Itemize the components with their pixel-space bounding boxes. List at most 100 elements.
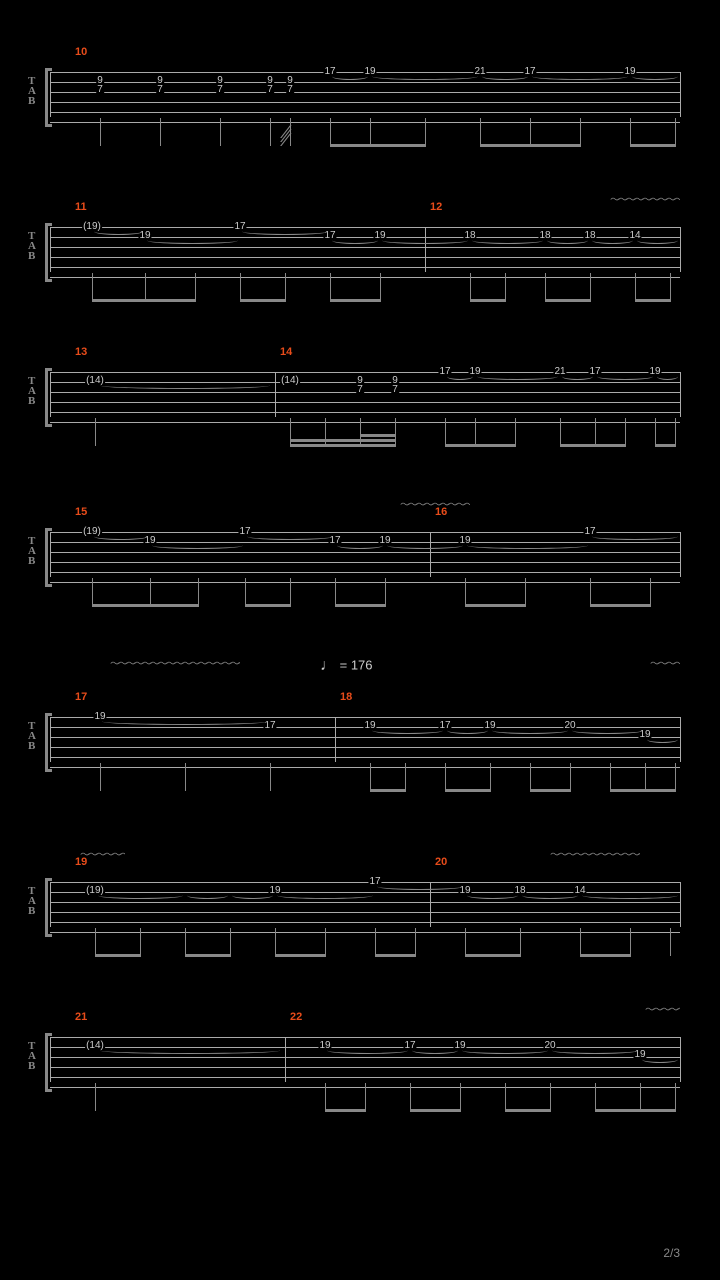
note-stem (650, 578, 651, 606)
beam (95, 954, 141, 957)
note-stem (470, 273, 471, 301)
note-stem (545, 273, 546, 301)
tie-slur (100, 1047, 280, 1054)
barline (285, 1037, 286, 1082)
beam (445, 444, 516, 447)
tie-slur (377, 883, 463, 890)
beam (655, 444, 676, 447)
note-stem (160, 118, 161, 146)
beam (480, 144, 581, 147)
measure-number: 15 (75, 506, 87, 518)
beam (240, 299, 286, 302)
tab-clef-label: T A B (28, 76, 36, 106)
beam (635, 299, 671, 302)
tie-slur (637, 237, 678, 244)
tab-clef-label: T A B (28, 376, 36, 406)
beam (370, 789, 406, 792)
tie-slur (147, 237, 238, 244)
tie-slur (657, 373, 678, 380)
note-stem (95, 1083, 96, 1111)
note-stem (465, 928, 466, 956)
tie-slur (152, 542, 243, 549)
note-stem (595, 418, 596, 446)
note-stem (445, 418, 446, 446)
measure-number: 11 (75, 201, 87, 213)
beam (545, 299, 591, 302)
note-stem (630, 118, 631, 146)
beam (360, 434, 396, 437)
beam (245, 604, 291, 607)
measure-number: 10 (75, 46, 87, 58)
note-stem (370, 763, 371, 791)
tie-slur (482, 73, 528, 80)
staff-lines (50, 1037, 680, 1088)
note-stem (530, 763, 531, 791)
note-stem (645, 763, 646, 791)
note-stem (335, 578, 336, 606)
beam (275, 954, 326, 957)
beam (505, 1109, 551, 1112)
fret-number: 7 (391, 385, 399, 395)
beam (410, 1109, 461, 1112)
beam (445, 789, 491, 792)
beam (610, 789, 676, 792)
note-stem (675, 1083, 676, 1111)
barline (430, 532, 431, 577)
measure-number: 22 (290, 1011, 302, 1023)
tie-slur (332, 73, 368, 80)
barline (275, 372, 276, 417)
note-stem (245, 578, 246, 606)
beam (595, 1109, 676, 1112)
note-stem (275, 928, 276, 956)
tab-clef-label: T A B (28, 886, 36, 916)
tie-slur (447, 373, 473, 380)
note-stem (270, 763, 271, 791)
measure-number: 21 (75, 1011, 87, 1023)
beam (530, 789, 571, 792)
barline (680, 72, 681, 117)
note-stem (670, 273, 671, 301)
tie-slur (232, 892, 273, 899)
note-stem (100, 118, 101, 146)
note-stem (285, 273, 286, 301)
note-stem (560, 418, 561, 446)
vibrato-marking: ～～～～～～～～～～～～～～～～～～ (610, 191, 680, 206)
fret-number: 17 (263, 721, 276, 731)
tie-slur (532, 73, 628, 80)
beam (330, 144, 426, 147)
tie-slur (647, 736, 678, 743)
note-stem (675, 418, 676, 446)
note-stem (95, 928, 96, 956)
beam (590, 604, 651, 607)
barline (50, 227, 51, 272)
barline (50, 532, 51, 577)
fret-number: 7 (216, 85, 224, 95)
tie-slur (332, 237, 378, 244)
tie-slur (592, 237, 633, 244)
tie-slur (247, 533, 333, 540)
note-stem (330, 273, 331, 301)
note-stem (385, 578, 386, 606)
tie-slur (547, 237, 588, 244)
tie-slur (582, 892, 678, 899)
note-stem (375, 928, 376, 956)
note-stem (405, 763, 406, 791)
fret-number: 7 (356, 385, 364, 395)
note-stem (95, 418, 96, 446)
beam (92, 299, 196, 302)
measure-number: 18 (340, 691, 352, 703)
tremolo-marking: ⁄⁄⁄ (285, 130, 297, 142)
note-stem (625, 418, 626, 446)
barline (680, 372, 681, 417)
note-stem (445, 763, 446, 791)
barline (50, 372, 51, 417)
note-stem (325, 928, 326, 956)
tempo-marking: ♩ = 176 (320, 657, 373, 675)
tie-slur (387, 542, 463, 549)
tie-slur (327, 1047, 408, 1054)
note-stem (145, 273, 146, 301)
tie-slur (242, 228, 328, 235)
tie-slur (572, 727, 643, 734)
note-stem (140, 928, 141, 956)
beam (335, 604, 386, 607)
